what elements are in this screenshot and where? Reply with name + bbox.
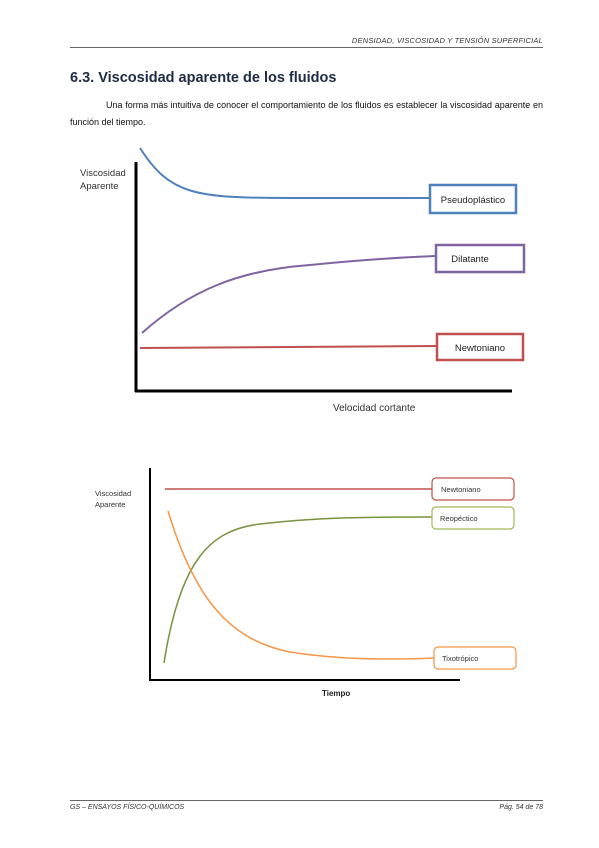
page-header-title: DENSIDAD, VISCOSIDAD Y TENSIÓN SUPERFICI… (351, 36, 543, 45)
chart2-label-box-reopectico (431, 506, 515, 530)
chart1-label-box-dilatante (434, 243, 526, 274)
chart2-series-tixotropico (167, 510, 435, 660)
chart1-xlabel: Velocidad cortante (333, 403, 416, 414)
section-title: 6.3. Viscosidad aparente de los fluidos (70, 70, 337, 86)
chart2-ylabel-line1: Viscosidad (95, 489, 131, 498)
page-number: Pág. 54 de 78 (499, 804, 543, 811)
chart2-label-newtoniano: Newtoniano (441, 485, 481, 494)
chart-shear-rate: Viscosidad Aparente Velocidad cortante P… (80, 147, 526, 414)
intro-text: Una forma más intuitiva de conocer el co… (70, 100, 543, 127)
chart1-series-dilatante (141, 255, 436, 334)
chart2-label-box-newtoniano (431, 477, 515, 501)
footer-left-text: GS – ENSAYOS FÍSICO-QUÍMICOS (70, 804, 185, 811)
chart1-label-box-pseudoplastico (428, 183, 518, 215)
chart1-ylabel-line2: Aparente (80, 181, 119, 192)
chart1-label-newtoniano: Newtoniano (455, 343, 505, 354)
chart2-label-box-tixotropico (433, 646, 517, 670)
chart1-ylabel-line1: Viscosidad (80, 168, 126, 179)
chart-time: Viscosidad Aparente Tiempo Newtoniano Re… (95, 468, 517, 698)
chart1-series-newtoniano (139, 345, 438, 349)
chart2-label-reopectico: Reopéctico (440, 514, 478, 523)
chart1-label-dilatante: Dilatante (451, 254, 489, 265)
chart2-series-reopectico (163, 516, 433, 664)
footer-divider (70, 800, 543, 801)
chart1-label-box-newtoniano (435, 332, 525, 362)
chart1-label-pseudoplastico: Pseudoplástico (441, 195, 505, 206)
chart2-label-tixotropico: Tixotrópico (442, 654, 478, 663)
chart1-series-pseudoplastico (139, 147, 430, 199)
chart2-ylabel-line2: Aparente (95, 500, 125, 509)
chart2-xlabel: Tiempo (322, 689, 350, 698)
header-divider (70, 47, 543, 48)
intro-paragraph: Una forma más intuitiva de conocer el co… (70, 97, 543, 131)
